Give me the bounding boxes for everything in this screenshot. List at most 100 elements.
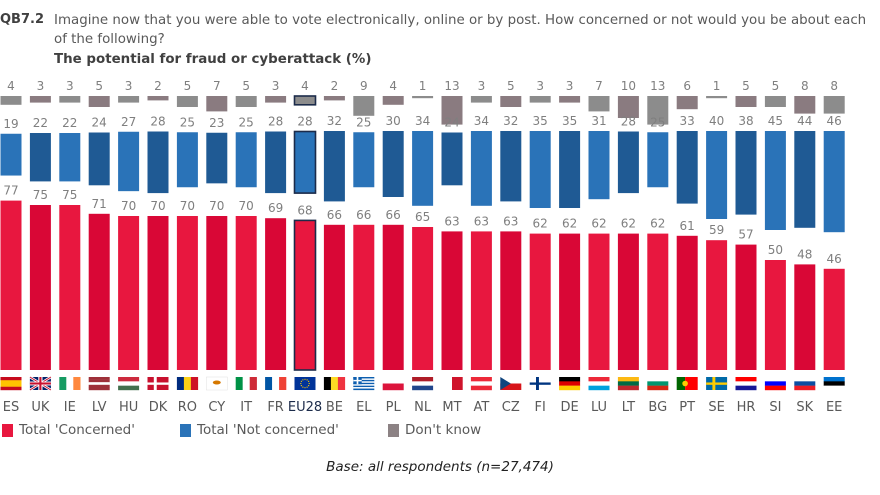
column-cz: 5 32 63 CZ bbox=[500, 79, 522, 415]
bar-not-concerned bbox=[323, 131, 345, 202]
label-dont-know: 5 bbox=[742, 79, 750, 93]
flag-fi-icon bbox=[529, 377, 551, 390]
bar-concerned bbox=[176, 216, 198, 370]
flag-hu-icon bbox=[118, 377, 140, 391]
category-label: SE bbox=[708, 400, 724, 415]
flag-el-icon bbox=[353, 377, 375, 391]
label-dont-know: 5 bbox=[507, 79, 515, 93]
column-fr: 3 28 69 FR bbox=[265, 79, 287, 415]
bar-not-concerned bbox=[529, 131, 551, 208]
base-note: Base: all respondents (n=27,474) bbox=[326, 459, 554, 475]
bar-dont-know bbox=[323, 96, 345, 101]
bar-dont-know bbox=[588, 96, 610, 112]
legend-label-concerned: Total 'Concerned' bbox=[19, 422, 135, 438]
bar-not-concerned bbox=[559, 131, 581, 208]
label-concerned: 61 bbox=[680, 219, 695, 233]
category-label: RO bbox=[178, 400, 197, 415]
bar-dont-know bbox=[265, 96, 287, 103]
flag-be-icon bbox=[323, 377, 346, 390]
column-fi: 3 35 62 FI bbox=[529, 79, 551, 415]
column-el: 9 25 66 EL bbox=[353, 79, 375, 415]
bar-not-concerned bbox=[206, 132, 228, 184]
column-mt: 13 24 63 MT bbox=[441, 79, 463, 415]
label-not-concerned: 28 bbox=[268, 115, 283, 129]
bar-concerned bbox=[265, 218, 287, 370]
column-lv: 5 24 71 LV bbox=[88, 79, 110, 415]
bar-dont-know bbox=[617, 96, 639, 118]
label-concerned: 50 bbox=[768, 243, 783, 257]
label-dont-know: 2 bbox=[154, 79, 162, 93]
label-not-concerned: 25 bbox=[180, 115, 195, 129]
bar-dont-know bbox=[823, 96, 845, 114]
label-not-concerned: 32 bbox=[503, 114, 518, 128]
category-label: AT bbox=[473, 400, 489, 415]
label-not-concerned: 45 bbox=[768, 114, 783, 128]
label-not-concerned: 35 bbox=[533, 114, 548, 128]
flag-lt-icon bbox=[617, 377, 639, 391]
label-not-concerned: 25 bbox=[356, 115, 371, 129]
bar-concerned bbox=[59, 205, 81, 370]
flag-it-icon bbox=[235, 377, 257, 390]
label-dont-know: 4 bbox=[389, 79, 397, 93]
legend-swatch-dont-know bbox=[388, 423, 399, 437]
label-concerned: 70 bbox=[121, 199, 136, 213]
bar-not-concerned bbox=[412, 131, 434, 206]
bar-concerned bbox=[0, 200, 22, 370]
bar-concerned bbox=[706, 240, 728, 370]
column-uk: 3 22 75 UK bbox=[29, 79, 52, 415]
category-label: PT bbox=[679, 400, 695, 415]
label-concerned: 66 bbox=[327, 208, 342, 222]
label-not-concerned: 32 bbox=[327, 114, 342, 128]
label-concerned: 63 bbox=[503, 214, 518, 228]
label-concerned: 62 bbox=[533, 217, 548, 231]
category-label: PL bbox=[386, 400, 402, 415]
column-sk: 8 44 48 SK bbox=[794, 79, 816, 415]
question-text: Imagine now that you were able to vote e… bbox=[54, 13, 867, 47]
label-concerned: 57 bbox=[738, 228, 753, 242]
label-concerned: 63 bbox=[444, 214, 459, 228]
label-concerned: 70 bbox=[180, 199, 195, 213]
label-not-concerned: 35 bbox=[562, 114, 577, 128]
label-not-concerned: 28 bbox=[150, 115, 165, 129]
bar-concerned bbox=[529, 233, 551, 370]
flag-dk-icon bbox=[147, 377, 169, 390]
column-se: 1 40 59 SE bbox=[706, 79, 728, 415]
bar-dont-know bbox=[764, 96, 786, 107]
bar-concerned bbox=[293, 219, 317, 371]
bar-dont-know bbox=[529, 96, 551, 103]
label-dont-know: 1 bbox=[419, 79, 427, 93]
label-concerned: 70 bbox=[150, 199, 165, 213]
label-dont-know: 5 bbox=[242, 79, 250, 93]
flag-ro-icon bbox=[176, 377, 199, 390]
label-concerned: 69 bbox=[268, 201, 283, 215]
column-lt: 10 28 62 LT bbox=[617, 79, 639, 415]
bar-not-concerned bbox=[176, 132, 198, 188]
category-label: EE bbox=[826, 400, 842, 415]
bar-concerned bbox=[29, 205, 51, 370]
category-label: LT bbox=[622, 400, 635, 415]
bar-not-concerned bbox=[500, 131, 522, 202]
bar-dont-know bbox=[647, 96, 669, 125]
category-label: BG bbox=[648, 400, 667, 415]
bar-concerned bbox=[588, 233, 610, 370]
label-not-concerned: 28 bbox=[621, 115, 636, 129]
column-hu: 3 27 70 HU bbox=[118, 79, 140, 415]
label-dont-know: 6 bbox=[683, 79, 691, 93]
label-not-concerned: 24 bbox=[444, 116, 459, 130]
label-concerned: 75 bbox=[62, 188, 77, 202]
column-pt: 6 33 61 PT bbox=[676, 79, 698, 415]
label-not-concerned: 31 bbox=[591, 114, 606, 128]
bar-concerned bbox=[647, 233, 669, 370]
legend-item-concerned: Total 'Concerned' bbox=[2, 422, 135, 438]
bar-not-concerned bbox=[59, 133, 81, 182]
label-concerned: 62 bbox=[650, 217, 665, 231]
column-nl: 1 34 65 NL bbox=[412, 79, 434, 415]
bar-dont-know bbox=[29, 96, 51, 103]
bar-concerned bbox=[441, 231, 463, 370]
column-si: 5 45 50 SI bbox=[764, 79, 786, 415]
bar-not-concerned bbox=[470, 131, 492, 206]
bar-not-concerned bbox=[617, 131, 639, 194]
category-label: IT bbox=[240, 400, 252, 415]
bar-concerned bbox=[500, 231, 522, 370]
bar-concerned bbox=[470, 231, 492, 370]
